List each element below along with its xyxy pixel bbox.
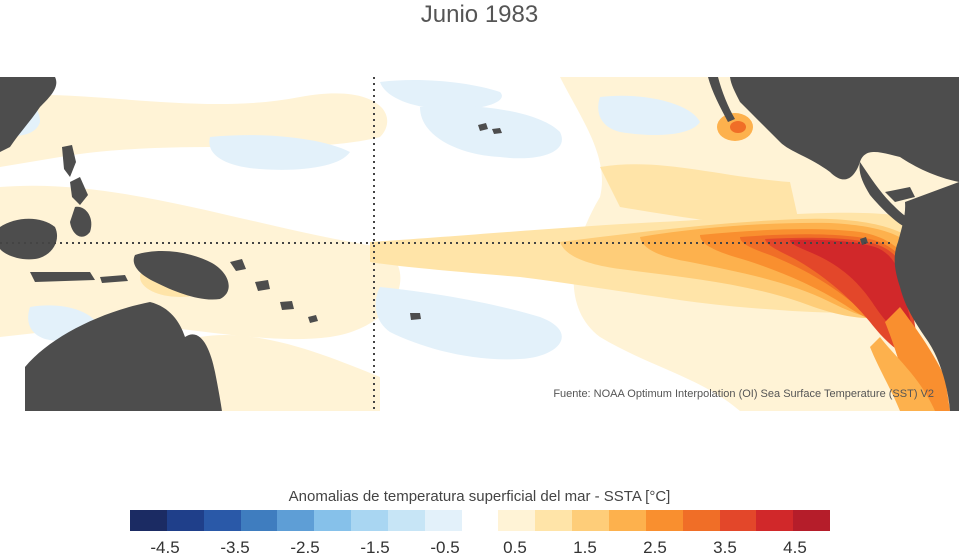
sst-anomaly-map: Fuente: NOAA Optimum Interpolation (OI) … bbox=[0, 77, 959, 411]
source-credit: Fuente: NOAA Optimum Interpolation (OI) … bbox=[553, 388, 934, 400]
colorbar-swatch bbox=[424, 510, 462, 531]
colorbar-swatch bbox=[277, 510, 315, 531]
colorbar-tick-label: -3.5 bbox=[220, 538, 250, 557]
colorbar-swatch bbox=[535, 510, 573, 531]
map-title: Junio 1983 bbox=[420, 1, 539, 28]
colorbar-swatch bbox=[314, 510, 352, 531]
colorbar-swatch bbox=[719, 510, 757, 531]
colorbar-label: Anomalias de temperatura superficial del… bbox=[288, 488, 671, 505]
colorbar-swatch bbox=[461, 510, 499, 531]
colorbar-swatch bbox=[130, 510, 167, 531]
colorbar-swatch bbox=[351, 510, 388, 531]
colorbar-swatch bbox=[240, 510, 278, 531]
colorbar-ticks: -4.5 -3.5 -2.5 -1.5 -0.5 0.5 1.5 2.5 3.5 4.5 bbox=[0, 538, 959, 558]
colorbar-tick-label: -1.5 bbox=[360, 538, 390, 557]
colorbar-swatch bbox=[166, 510, 204, 531]
colorbar bbox=[130, 510, 831, 531]
colorbar-tick-label: 4.5 bbox=[783, 538, 807, 557]
colorbar-tick-label: -4.5 bbox=[150, 538, 180, 557]
colorbar-swatch bbox=[682, 510, 720, 531]
colorbar-swatch bbox=[203, 510, 241, 531]
colorbar-tick-label: -2.5 bbox=[290, 538, 320, 557]
colorbar-tick-label: 0.5 bbox=[503, 538, 527, 557]
colorbar-swatch bbox=[793, 510, 831, 531]
colorbar-tick-label: -0.5 bbox=[430, 538, 460, 557]
colorbar-tick-label: 1.5 bbox=[573, 538, 597, 557]
colorbar-swatch bbox=[645, 510, 683, 531]
colorbar-tick-label: 3.5 bbox=[713, 538, 737, 557]
colorbar-swatch bbox=[756, 510, 794, 531]
colorbar-swatch bbox=[608, 510, 646, 531]
colorbar-swatch bbox=[572, 510, 609, 531]
colorbar-swatch bbox=[498, 510, 536, 531]
land bbox=[0, 77, 959, 411]
colorbar-swatch bbox=[387, 510, 425, 531]
colorbar-tick-label: 2.5 bbox=[643, 538, 667, 557]
